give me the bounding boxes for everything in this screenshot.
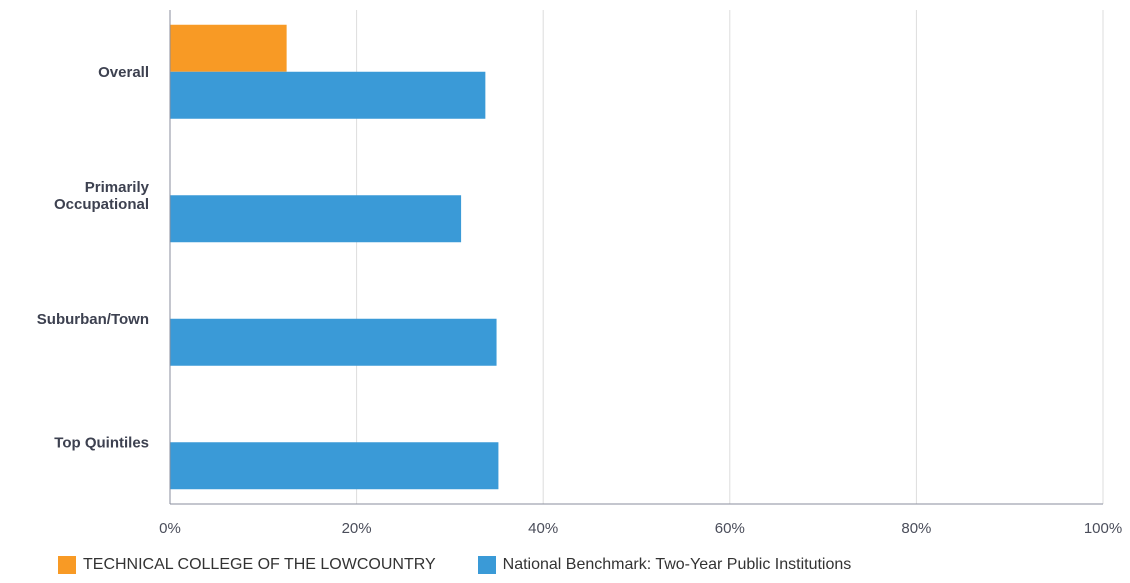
- grid-lines: [356, 10, 1104, 504]
- x-tick-label: 0%: [159, 520, 181, 537]
- x-tick-label: 20%: [342, 520, 372, 537]
- legend-label-benchmark: National Benchmark: Two-Year Public Inst…: [502, 556, 852, 573]
- x-tick-labels: 0% 20% 40% 60% 80% 100%: [159, 520, 1122, 537]
- x-tick-label: 40%: [528, 520, 558, 537]
- bar-benchmark: [170, 71, 486, 119]
- legend-item-college: TECHNICAL COLLEGE OF THE LOWCOUNTRY: [58, 556, 436, 574]
- category-label: Overall: [98, 64, 149, 81]
- x-tick-label: 100%: [1084, 520, 1122, 537]
- category-label: Suburban/Town: [37, 311, 149, 328]
- legend-label-college: TECHNICAL COLLEGE OF THE LOWCOUNTRY: [83, 556, 436, 573]
- bar-college: [170, 24, 287, 72]
- bar-chart: Overall Primarily Occupational Suburban/Tow…: [37, 10, 1122, 537]
- legend: TECHNICAL COLLEGE OF THE LOWCOUNTRY Nati…: [58, 556, 893, 574]
- legend-item-benchmark: National Benchmark: Two-Year Public Inst…: [477, 556, 852, 574]
- legend-swatch-benchmark: [477, 556, 496, 574]
- legend-swatch-college: [58, 556, 76, 574]
- category-label: Primarily Occupational: [54, 179, 150, 213]
- bars: [170, 24, 499, 490]
- category-labels: Overall Primarily Occupational Suburban/Tow…: [37, 64, 150, 452]
- bar-benchmark: [170, 442, 499, 490]
- x-tick-label: 60%: [715, 520, 745, 537]
- bar-benchmark: [170, 195, 462, 243]
- bar-benchmark: [170, 318, 497, 366]
- axes: [169, 10, 1103, 505]
- x-tick-label: 80%: [901, 520, 931, 537]
- category-label: Top Quintiles: [54, 434, 149, 451]
